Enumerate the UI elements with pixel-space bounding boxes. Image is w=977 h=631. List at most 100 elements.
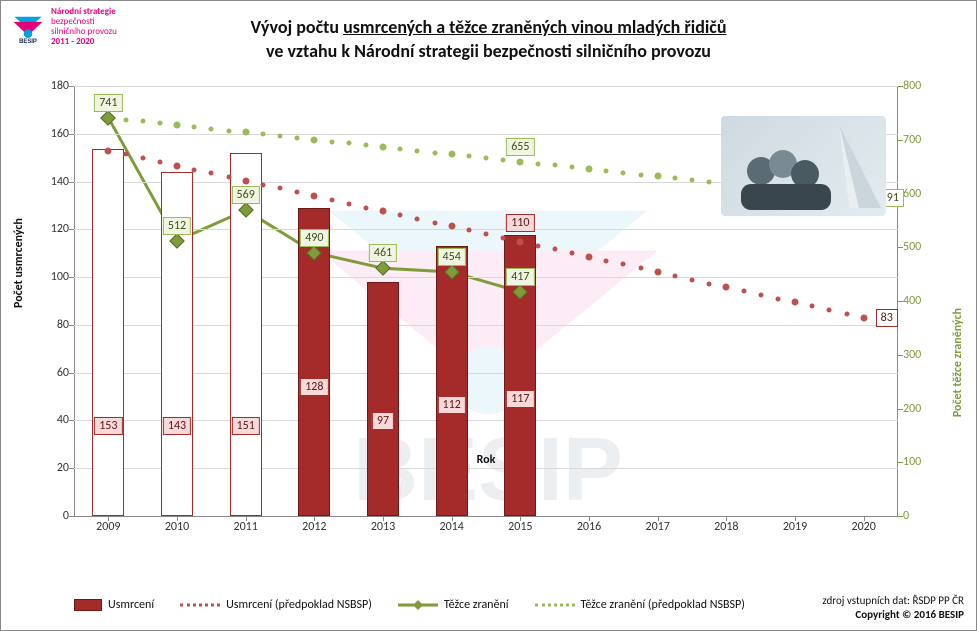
dot-green-fill [535,161,540,166]
x-tick-label: 2017 [645,516,669,534]
title-prefix: Vývoj počtu [251,16,344,38]
dot-green-marker [242,129,249,136]
dot-green-fill [621,170,626,175]
dot-green-fill [140,119,145,124]
y-left-tick-label: 100 [51,270,74,284]
y-right-tick-label: 700 [898,133,921,147]
dot-green-fill [260,132,265,137]
dot-red-marker [448,223,455,230]
dot-red-fill [295,190,300,195]
x-axis-label: Rok [74,453,898,467]
swatch-dot-red-icon [180,599,220,611]
line-green-data-label: 512 [163,217,191,235]
dot-red-fill [621,262,626,267]
y-left-tick-label: 60 [57,366,74,380]
dot-red-fill [415,216,420,221]
swatch-bar-icon [74,599,102,611]
y-left-tick-label: 80 [57,318,74,332]
swatch-line-green-icon [398,599,438,611]
dot-green-fill [415,148,420,153]
y-right-tick-label: 200 [898,402,921,416]
dotted-green-mid-label: 655 [506,138,534,156]
gridline [74,468,898,469]
dot-red-fill [432,220,437,225]
dot-green-fill [569,165,574,170]
x-tick-label: 2016 [577,516,601,534]
bar-data-label: 117 [506,390,534,408]
legend-item-bar: Usmrcení [74,598,154,612]
dot-red-fill [672,273,677,278]
dot-red-marker [380,208,387,215]
dot-red-fill [123,152,128,157]
dot-red-marker [586,253,593,260]
line-green-marker [101,110,117,126]
x-tick-label: 2015 [508,516,532,534]
y-right-tick-label: 500 [898,240,921,254]
dot-red-fill [638,266,643,271]
dot-green-marker [448,151,455,158]
y-right-tick-label: 300 [898,348,921,362]
dot-green-fill [278,134,283,139]
legend-item-dot-green: Těžce zranění (předpoklad NSBSP) [535,598,745,612]
dotted-red-end-label: 83 [876,309,898,327]
dot-green-fill [466,154,471,159]
dot-green-marker [586,166,593,173]
dot-green-fill [398,146,403,151]
y-left-tick-label: 20 [57,461,74,475]
gridline [74,277,898,278]
dot-red-fill [690,277,695,282]
x-tick-label: 2018 [714,516,738,534]
dot-red-fill [192,167,197,172]
line-green-data-label: 417 [506,268,534,286]
dot-red-fill [758,292,763,297]
dot-green-fill [707,179,712,184]
x-tick-label: 2009 [96,516,120,534]
footer-source: zdroj vstupních dat: ŘSDP PP ČR [822,594,964,608]
dot-green-fill [123,117,128,122]
y-axis-left-label: Počet usmrcených [12,218,26,308]
dot-red-marker [174,162,181,169]
bar [436,246,468,516]
y-left-tick-label: 180 [51,79,74,93]
dot-green-fill [552,163,557,168]
dot-red-fill [226,175,231,180]
dot-red-marker [654,269,661,276]
dot-green-fill [346,141,351,146]
dot-green-fill [501,157,506,162]
dotted-red-mid-label: 110 [506,214,534,232]
dot-green-fill [157,121,162,126]
y-left-tick-label: 140 [51,175,74,189]
y-left-tick-label: 40 [57,413,74,427]
x-tick-label: 2011 [233,516,257,534]
legend: Usmrcení Usmrcení (předpoklad NSBSP) Těž… [74,598,745,612]
line-green-marker [375,260,391,276]
bar-data-label: 97 [372,412,394,430]
dot-green-fill [432,150,437,155]
y-right-tick-label: 400 [898,294,921,308]
x-tick-label: 2012 [302,516,326,534]
y-axis-left-line [74,86,75,516]
legend-label-line-green: Těžce zranění [444,598,509,612]
x-tick-label: 2013 [371,516,395,534]
title-line2: ve vztahu k Národní strategii bezpečnost… [266,40,711,62]
dot-red-fill [329,197,334,202]
dot-green-marker [654,173,661,180]
footer-copyright: Copyright © 2016 BESIP [822,608,964,622]
dot-green-fill [209,126,214,131]
gridline [74,420,898,421]
dot-green-marker [517,158,524,165]
legend-label-dot-red: Usmrcení (předpoklad NSBSP) [226,598,372,612]
bar [367,282,399,516]
legend-label-dot-green: Těžce zranění (předpoklad NSBSP) [581,598,745,612]
x-tick-label: 2019 [783,516,807,534]
bar-data-label: 128 [300,378,328,396]
dot-green-marker [311,136,318,143]
dot-red-fill [707,281,712,286]
dot-green-fill [192,124,197,129]
dot-green-fill [363,143,368,148]
dot-red-fill [604,258,609,263]
y-right-tick-label: 100 [898,455,921,469]
bar-data-label: 151 [232,417,260,435]
dot-red-fill [260,182,265,187]
dot-red-marker [242,177,249,184]
